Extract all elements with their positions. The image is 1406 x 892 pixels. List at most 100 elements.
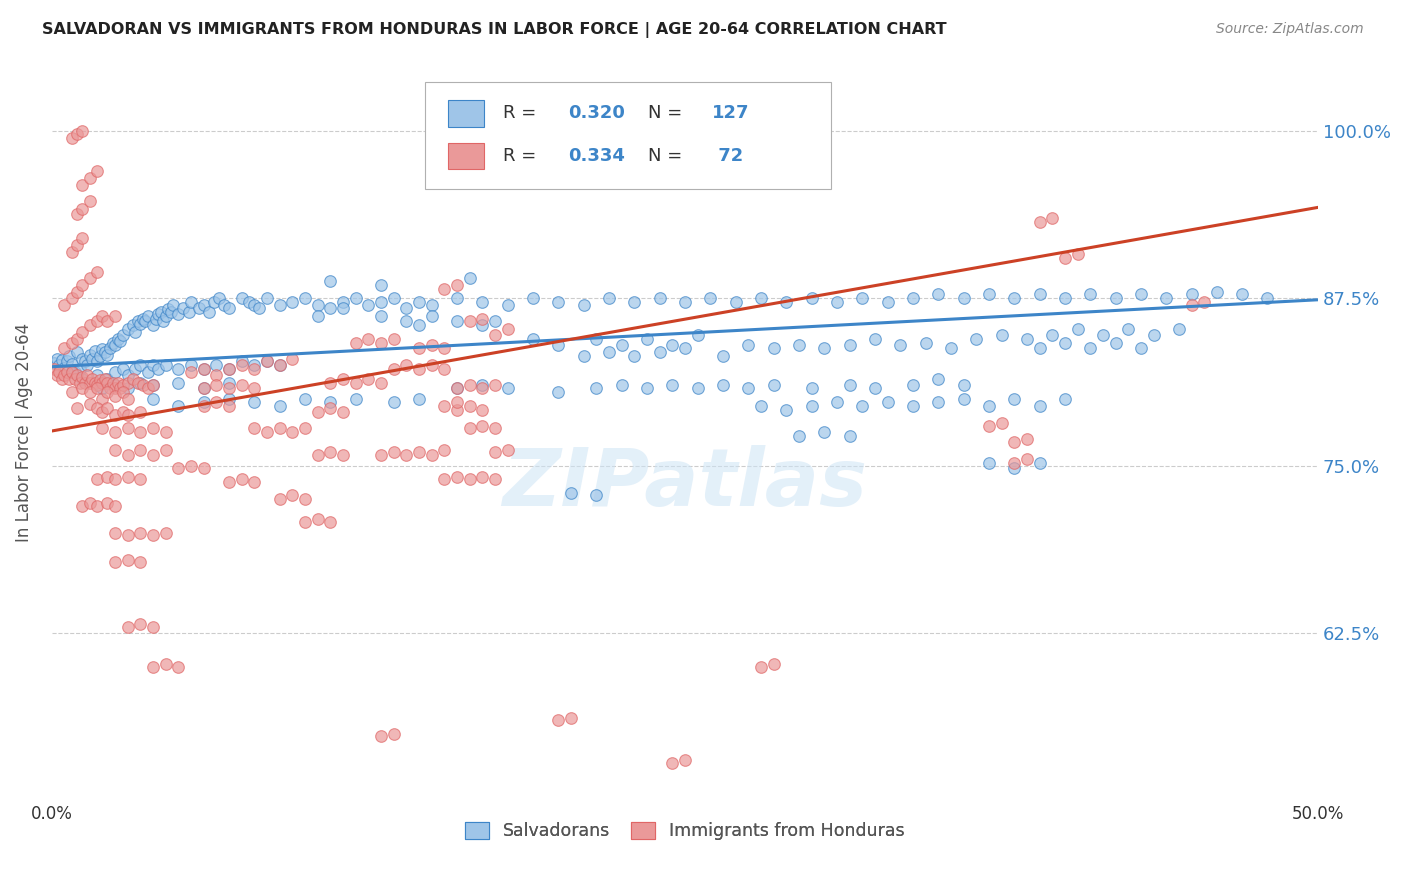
Point (149, 305, 172, 319)
Point (1154, 292, 1177, 306)
Point (142, 318, 165, 333)
Point (63, 365, 86, 379)
Point (446, 394, 468, 409)
Point (82, 351, 104, 366)
Point (927, 372, 949, 386)
Point (661, 756, 683, 771)
Point (142, 421, 165, 435)
Point (370, 335, 392, 350)
Point (522, 292, 544, 306)
Point (686, 381, 709, 395)
Point (901, 399, 924, 413)
Point (294, 515, 316, 529)
Text: R =: R = (502, 104, 541, 122)
Point (193, 298, 215, 312)
Point (1002, 461, 1025, 475)
Point (117, 552, 139, 566)
Point (83, 343, 105, 358)
Point (70, 231, 93, 245)
Point (167, 461, 190, 475)
Point (129, 317, 152, 331)
Point (711, 378, 734, 392)
Point (58, 372, 80, 386)
Point (101, 335, 124, 350)
Point (876, 394, 898, 409)
Point (484, 472, 506, 486)
Point (89, 373, 111, 387)
Point (104, 525, 127, 540)
Point (45, 368, 67, 382)
Point (623, 295, 645, 310)
Point (1028, 341, 1050, 355)
Point (111, 362, 134, 376)
Point (471, 318, 494, 333)
Point (117, 376, 139, 390)
Point (408, 362, 430, 376)
Point (243, 475, 266, 489)
Point (1002, 434, 1025, 449)
Point (104, 381, 127, 395)
Point (86, 164, 108, 178)
Point (108, 381, 131, 395)
Point (218, 362, 240, 376)
Point (1053, 292, 1076, 306)
Point (1205, 285, 1227, 299)
Point (53, 298, 76, 312)
Point (370, 729, 392, 743)
Point (142, 528, 165, 542)
Point (863, 332, 886, 346)
Point (104, 499, 127, 513)
Point (193, 362, 215, 376)
Point (66, 207, 89, 221)
Point (96, 348, 118, 362)
Point (73, 376, 96, 390)
Point (218, 475, 240, 489)
Text: R =: R = (502, 147, 541, 165)
Point (977, 287, 1000, 301)
Point (101, 376, 124, 390)
Point (94, 345, 117, 359)
Point (484, 445, 506, 459)
Point (446, 381, 468, 395)
Point (1104, 292, 1126, 306)
Point (44, 356, 66, 370)
Point (98, 381, 121, 395)
Point (51, 353, 73, 368)
Point (420, 448, 443, 462)
Point (471, 378, 494, 392)
Point (952, 292, 974, 306)
Point (458, 271, 481, 285)
Point (124, 325, 146, 339)
Point (610, 378, 633, 392)
Point (471, 295, 494, 310)
Point (408, 341, 430, 355)
Point (142, 378, 165, 392)
Point (129, 376, 152, 390)
Point (104, 365, 127, 379)
Point (901, 292, 924, 306)
Point (256, 354, 278, 368)
Point (218, 376, 240, 390)
Point (749, 399, 772, 413)
Point (269, 399, 291, 413)
Point (96, 496, 118, 510)
Point (269, 359, 291, 373)
Point (177, 305, 200, 319)
Point (749, 659, 772, 673)
Point (395, 314, 418, 328)
Point (686, 327, 709, 342)
Point (446, 469, 468, 483)
Point (307, 405, 329, 419)
Point (56, 365, 79, 379)
Point (863, 381, 886, 395)
Point (408, 318, 430, 333)
Point (484, 421, 506, 435)
Point (876, 295, 898, 310)
Point (117, 368, 139, 382)
Point (1028, 456, 1050, 470)
Point (344, 292, 367, 306)
Text: ZIPatlas: ZIPatlas (502, 445, 868, 523)
Point (762, 657, 785, 671)
Point (332, 295, 354, 310)
Point (53, 341, 76, 355)
